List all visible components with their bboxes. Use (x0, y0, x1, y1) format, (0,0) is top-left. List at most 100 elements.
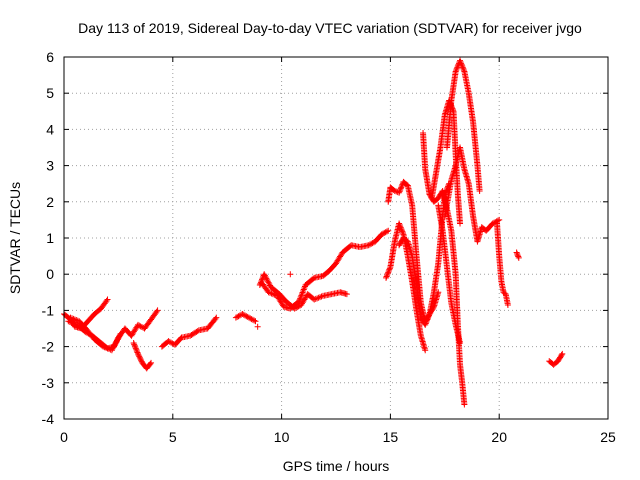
data-point (73, 317, 80, 324)
data-point (116, 332, 123, 339)
data-point (68, 315, 75, 322)
data-point (70, 315, 77, 322)
data-point (423, 317, 430, 324)
data-point (269, 291, 276, 298)
data-point (514, 250, 521, 257)
data-point (232, 314, 239, 321)
data-point (239, 311, 246, 318)
data-point (137, 356, 144, 363)
data-point (264, 276, 271, 283)
data-point (297, 295, 304, 302)
data-point (310, 275, 317, 282)
data-point (165, 338, 172, 345)
data-point (386, 265, 393, 272)
data-point (312, 295, 319, 302)
data-point (369, 240, 376, 247)
data-point (133, 348, 140, 355)
data-point (368, 240, 375, 247)
data-point (298, 292, 305, 299)
data-point (425, 313, 432, 320)
data-point (266, 281, 273, 288)
data-point (300, 286, 307, 293)
data-point (104, 296, 111, 303)
data-point (247, 315, 254, 322)
data-point (249, 316, 256, 323)
data-point (385, 269, 392, 276)
data-point (396, 220, 403, 227)
x-tick-label: 25 (600, 429, 616, 445)
data-point (71, 320, 78, 327)
data-point (69, 320, 76, 327)
data-point (366, 241, 373, 248)
data-point (513, 249, 520, 256)
data-point (299, 289, 306, 296)
data-point (68, 319, 75, 326)
data-point (459, 64, 466, 71)
data-point (114, 336, 121, 343)
data-point (476, 187, 483, 194)
x-tick-label: 20 (491, 429, 507, 445)
data-point (398, 225, 405, 232)
data-point (397, 223, 404, 230)
chart-title: Day 113 of 2019, Sidereal Day-to-day VTE… (78, 20, 582, 36)
data-point (240, 311, 247, 318)
data-point (383, 273, 390, 280)
data-point (112, 340, 119, 347)
data-point (422, 320, 429, 327)
y-tick-label: -3 (42, 375, 55, 391)
x-axis-label: GPS time / hours (283, 458, 390, 474)
data-point (134, 321, 141, 328)
data-point (380, 230, 387, 237)
data-point (236, 312, 243, 319)
data-point (458, 60, 465, 67)
data-point (261, 272, 268, 279)
data-point (235, 313, 242, 320)
data-point (154, 307, 161, 314)
y-tick-label: 5 (46, 85, 54, 101)
data-point (430, 304, 437, 311)
data-point (132, 345, 139, 352)
data-point (396, 189, 403, 196)
data-point (365, 242, 372, 249)
data-point (262, 274, 269, 281)
data-point (423, 319, 430, 326)
data-point (168, 339, 175, 346)
x-tick-label: 10 (274, 429, 290, 445)
data-point (296, 298, 303, 305)
y-tick-label: 0 (46, 266, 54, 282)
data-point (84, 329, 91, 336)
data-point (113, 339, 120, 346)
data-point (461, 401, 468, 408)
data-point (265, 289, 272, 296)
data-point (111, 343, 118, 350)
data-point (381, 229, 388, 236)
data-point (398, 227, 405, 234)
data-point (136, 353, 143, 360)
data-point (242, 312, 249, 319)
data-point (559, 350, 566, 357)
data-point (252, 318, 259, 325)
data-point (147, 360, 154, 367)
data-point (130, 339, 137, 346)
x-tick-label: 0 (60, 429, 68, 445)
data-point (515, 254, 522, 261)
data-point (398, 184, 405, 191)
data-point (213, 314, 220, 321)
data-point (271, 291, 278, 298)
data-point (301, 285, 308, 292)
data-point (397, 224, 404, 231)
data-point (460, 67, 467, 74)
data-point (457, 57, 464, 64)
data-points (61, 57, 566, 408)
data-point (460, 65, 467, 72)
data-point (558, 352, 565, 359)
data-point (396, 221, 403, 228)
data-point (194, 328, 201, 335)
data-point (131, 341, 138, 348)
data-point (515, 253, 522, 260)
data-point (514, 252, 521, 259)
data-point (504, 301, 511, 308)
y-tick-label: -4 (42, 411, 55, 427)
data-point (397, 185, 404, 192)
